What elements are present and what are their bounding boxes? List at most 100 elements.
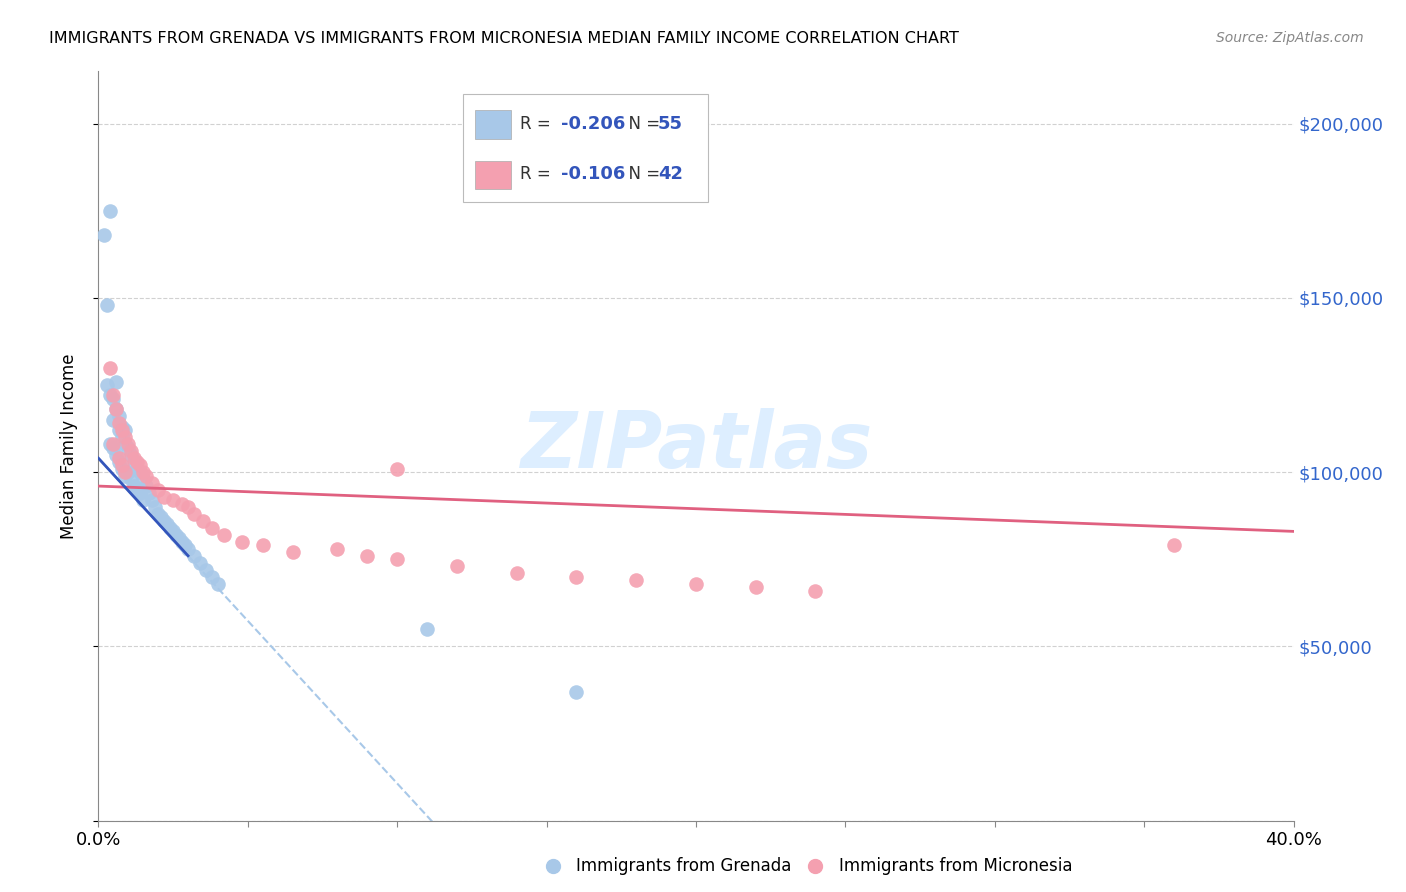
Point [108, 409, 131, 424]
Text: N =: N = [619, 165, 665, 183]
Point [177, 500, 200, 514]
Point [103, 413, 125, 427]
Point [201, 570, 224, 584]
Point [191, 514, 214, 528]
Point [98, 388, 122, 402]
Point [135, 479, 157, 493]
Text: Source: ZipAtlas.com: Source: ZipAtlas.com [1216, 31, 1364, 45]
Text: 55: 55 [658, 115, 683, 133]
Point [172, 496, 194, 510]
Point [565, 570, 588, 584]
Point [326, 541, 349, 556]
Point [685, 576, 707, 591]
Point [103, 388, 125, 402]
FancyBboxPatch shape [475, 161, 510, 189]
Point [132, 472, 155, 486]
Point [108, 423, 131, 437]
FancyBboxPatch shape [463, 94, 709, 202]
Point [1223, 814, 1246, 828]
Point [114, 468, 136, 483]
Point [117, 465, 139, 479]
Point [148, 483, 170, 497]
Text: R =: R = [520, 165, 557, 183]
Point [96, 378, 118, 392]
Point [188, 556, 211, 570]
Point [105, 402, 128, 417]
Point [172, 534, 194, 549]
Point [195, 563, 218, 577]
Point [177, 541, 200, 556]
Point [132, 493, 155, 508]
Point [114, 423, 136, 437]
Point [103, 437, 125, 451]
Text: ZIPatlas: ZIPatlas [520, 408, 872, 484]
Point [745, 580, 768, 594]
Text: Immigrants from Micronesia: Immigrants from Micronesia [839, 856, 1073, 874]
Point [183, 549, 205, 563]
Point [165, 528, 187, 542]
Point [281, 545, 304, 559]
Point [252, 538, 274, 552]
Point [127, 455, 149, 469]
Point [201, 521, 224, 535]
Point [626, 573, 648, 587]
Text: IMMIGRANTS FROM GRENADA VS IMMIGRANTS FROM MICRONESIA MEDIAN FAMILY INCOME CORRE: IMMIGRANTS FROM GRENADA VS IMMIGRANTS FR… [49, 31, 959, 46]
Point [111, 420, 134, 434]
Point [153, 490, 176, 504]
Text: -0.106: -0.106 [561, 165, 626, 183]
Point [207, 576, 229, 591]
Point [96, 298, 118, 312]
Point [159, 521, 181, 535]
Point [385, 461, 409, 475]
Text: 42: 42 [658, 165, 683, 183]
Point [108, 417, 131, 431]
Point [98, 437, 122, 451]
Point [120, 472, 142, 486]
Point [117, 441, 139, 455]
Point [129, 486, 152, 500]
Point [98, 203, 122, 218]
Text: Immigrants from Grenada: Immigrants from Grenada [576, 856, 792, 874]
Point [103, 392, 125, 406]
Point [93, 228, 115, 243]
Point [124, 451, 146, 466]
Point [111, 430, 134, 444]
Point [141, 475, 163, 490]
FancyBboxPatch shape [475, 111, 510, 139]
Point [103, 441, 125, 455]
Point [183, 507, 205, 521]
Point [167, 532, 190, 546]
Point [1163, 538, 1185, 552]
Point [156, 517, 179, 532]
Point [506, 566, 529, 581]
Point [162, 524, 184, 539]
Point [804, 583, 827, 598]
Point [135, 468, 157, 483]
Point [141, 493, 163, 508]
Point [231, 534, 253, 549]
Point [148, 507, 170, 521]
Point [138, 486, 160, 500]
Text: N =: N = [619, 115, 665, 133]
Point [108, 455, 131, 469]
Y-axis label: Median Family Income: Median Family Income [59, 353, 77, 539]
Point [114, 430, 136, 444]
Point [385, 552, 409, 566]
Point [120, 448, 142, 462]
Point [416, 622, 439, 636]
Point [105, 375, 128, 389]
Point [98, 360, 122, 375]
Point [111, 461, 134, 475]
Point [129, 465, 152, 479]
Point [105, 402, 128, 417]
Point [153, 514, 176, 528]
Point [114, 437, 136, 451]
Point [105, 448, 128, 462]
Point [565, 684, 588, 698]
Point [174, 538, 197, 552]
Point [162, 493, 184, 508]
Text: -0.206: -0.206 [561, 115, 626, 133]
Point [124, 455, 146, 469]
Point [446, 559, 468, 574]
Point [124, 479, 146, 493]
